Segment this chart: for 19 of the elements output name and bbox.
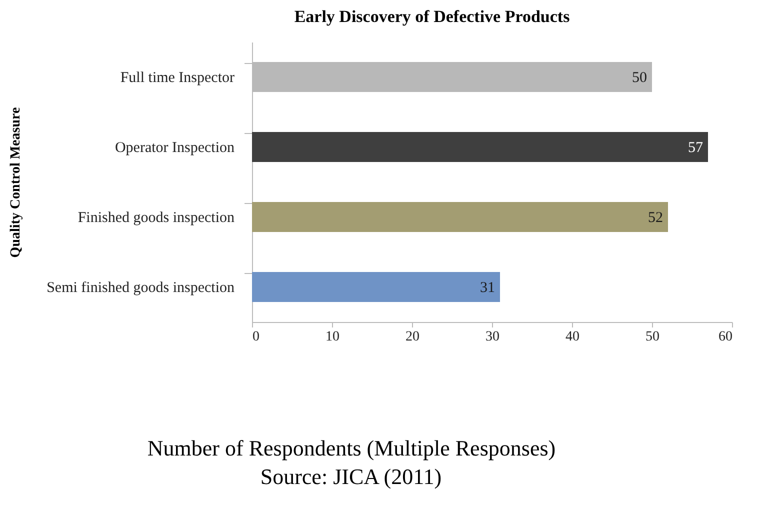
y-tick-label: Operator Inspection bbox=[114, 140, 235, 156]
y-axis-title: Quality Control Measure bbox=[8, 107, 24, 258]
x-tick-label: 20 bbox=[406, 330, 420, 344]
y-tick-label: Finished goods inspection bbox=[78, 210, 235, 226]
data-label: 52 bbox=[648, 210, 663, 226]
x-tick-label: 40 bbox=[566, 330, 580, 344]
data-label: 31 bbox=[480, 280, 495, 296]
x-tick-label: 50 bbox=[646, 330, 660, 344]
chart-title: Early Discovery of Defective Products bbox=[294, 7, 570, 26]
y-tick-label: Full time Inspector bbox=[120, 70, 234, 86]
x-tick-label: 10 bbox=[326, 330, 340, 344]
x-tick-label: 60 bbox=[718, 330, 732, 344]
x-tick-label: 0 bbox=[252, 330, 260, 344]
x-axis-title: Number of Respondents (Multiple Responses) bbox=[147, 436, 556, 460]
source-note: Source: JICA (2011) bbox=[260, 464, 442, 489]
data-label: 50 bbox=[632, 70, 647, 86]
y-tick-label: Semi finished goods inspection bbox=[46, 280, 235, 296]
data-label: 57 bbox=[688, 140, 704, 156]
x-tick-label: 30 bbox=[486, 330, 500, 344]
